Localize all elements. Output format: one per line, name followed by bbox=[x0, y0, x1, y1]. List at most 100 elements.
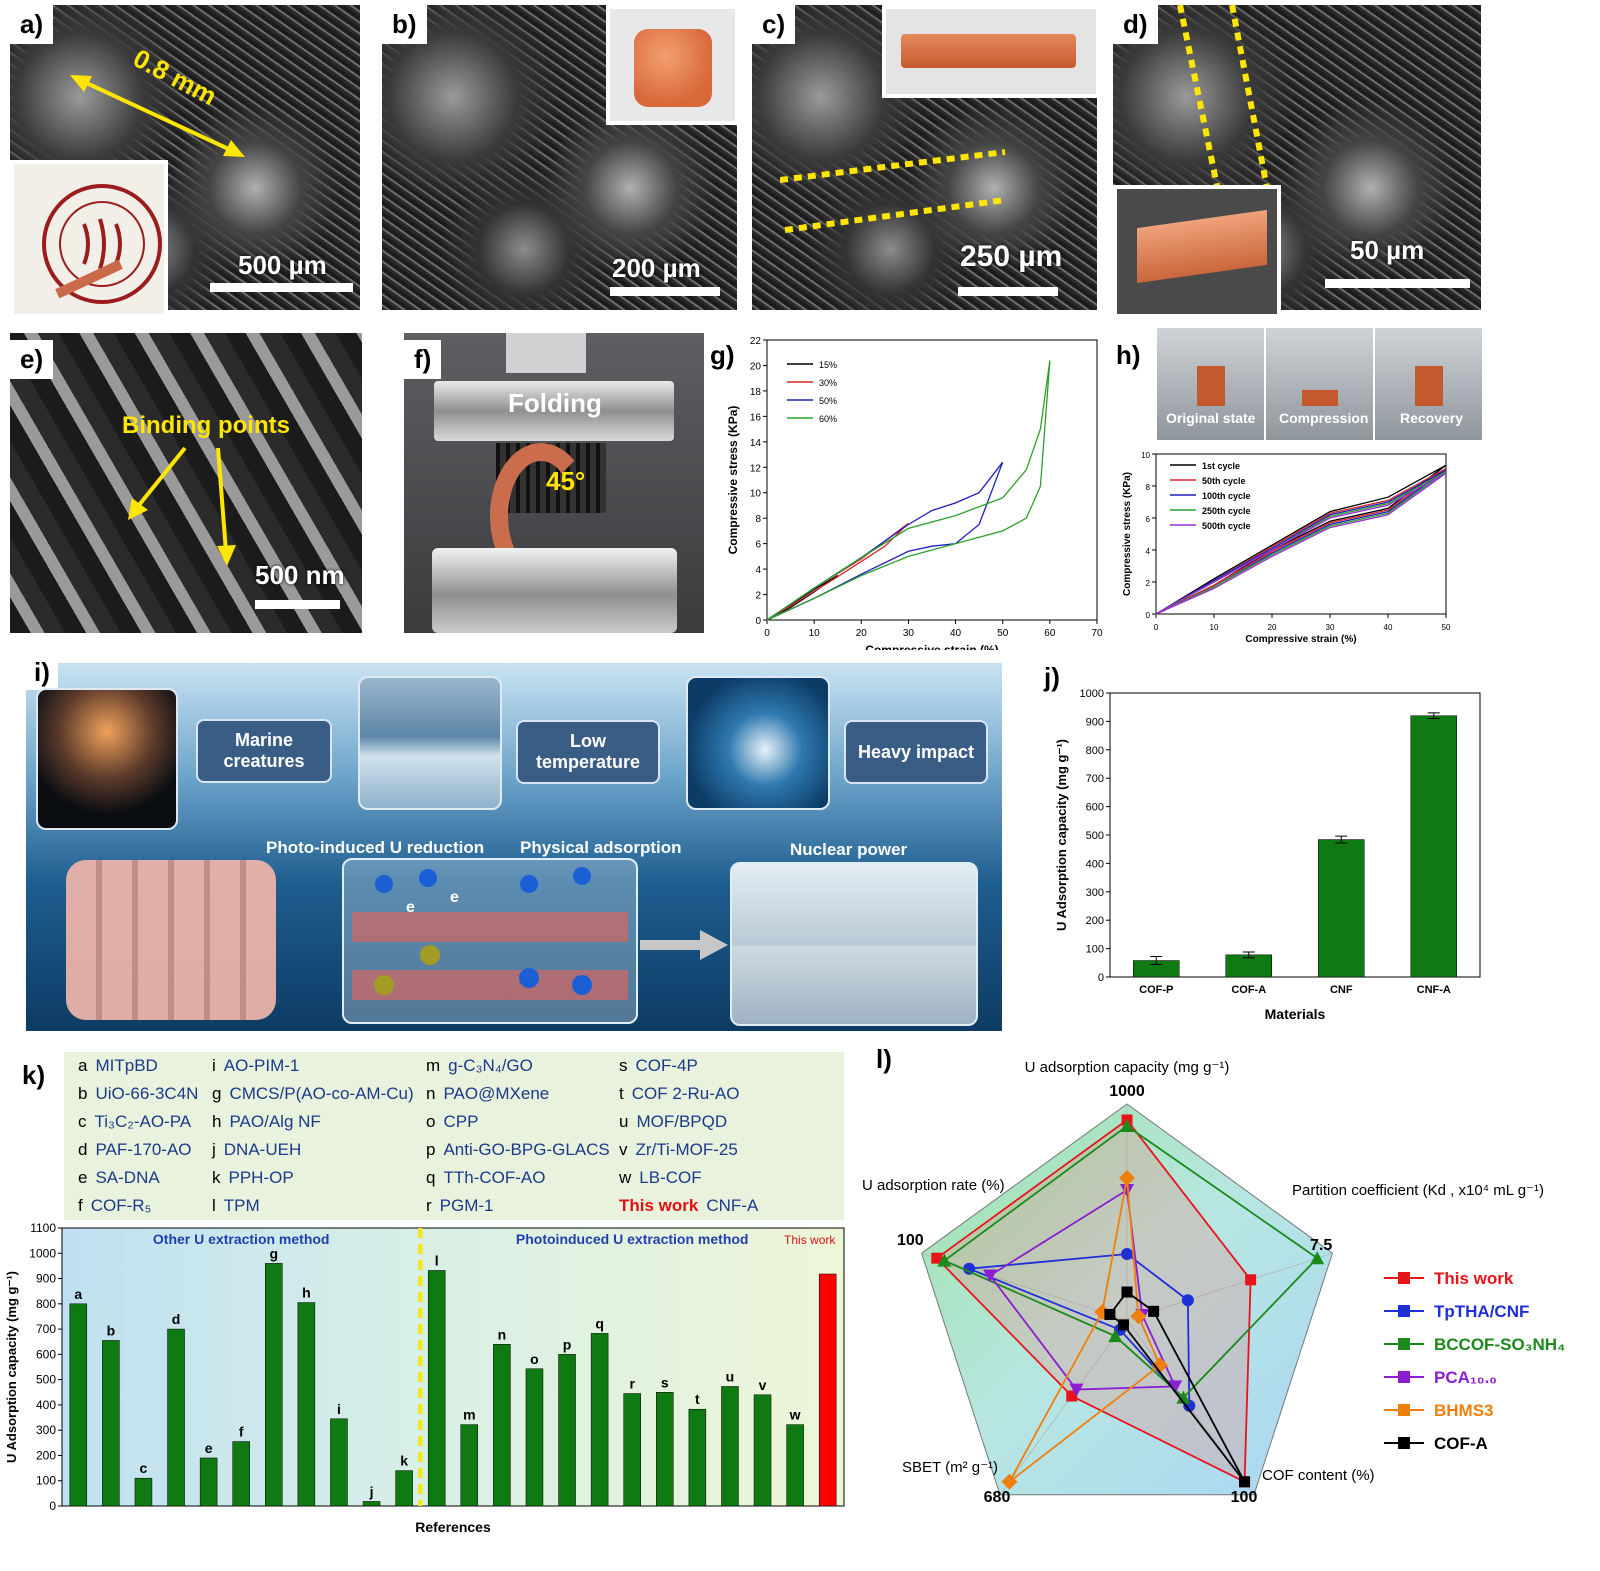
legend-label: BCCOF-SO₃NH₄ bbox=[1434, 1335, 1565, 1354]
y-tick-label: 10 bbox=[750, 489, 762, 500]
reference-legend: a MITpBD b UiO-66-3C4N c Ti₃C₂-AO-PA d PAF-170-… bbox=[64, 1052, 844, 1220]
x-tick-label: 40 bbox=[1384, 623, 1393, 632]
y-tick-label: 500 bbox=[1086, 830, 1104, 842]
bar-letter-label: d bbox=[172, 1311, 181, 1327]
panel-label-k: k) bbox=[18, 1060, 50, 1091]
x-axis-label: Materials bbox=[1265, 1006, 1326, 1022]
reference-legend-item: i AO-PIM-1 bbox=[212, 1056, 299, 1076]
y-tick-label: 100 bbox=[1086, 944, 1104, 956]
plot-frame bbox=[61, 1227, 845, 1507]
legend-marker bbox=[1398, 1404, 1410, 1416]
x-tick-label: 30 bbox=[1326, 623, 1335, 632]
legend-label: 30% bbox=[819, 378, 837, 388]
y-tick-label: 2 bbox=[755, 591, 761, 602]
reference-name: COF 2-Ru-AO bbox=[631, 1084, 740, 1103]
bar-letter-label: i bbox=[337, 1401, 341, 1417]
bar-letter-label: c bbox=[140, 1460, 148, 1476]
reference-name: COF-4P bbox=[635, 1056, 698, 1075]
bar-letter-label: t bbox=[695, 1391, 700, 1407]
reference-letter: c bbox=[78, 1112, 87, 1131]
panel-label-h: h) bbox=[1112, 340, 1145, 371]
legend-label: COF-A bbox=[1434, 1434, 1488, 1453]
caption-recovery: Recovery bbox=[1400, 410, 1464, 426]
scalebar-c bbox=[958, 287, 1058, 296]
caption-photo-reduction: Photo-induced U reduction bbox=[266, 838, 485, 857]
plot-frame bbox=[766, 339, 1098, 621]
bar-p bbox=[558, 1354, 576, 1507]
radar-marker bbox=[1117, 1319, 1129, 1331]
bar-a bbox=[69, 1303, 88, 1507]
honeycomb-aerogel-illustration bbox=[66, 860, 276, 1020]
legend-label: 50th cycle bbox=[1202, 476, 1246, 486]
university-logo-inset bbox=[10, 160, 168, 318]
reference-name: AO-PIM-1 bbox=[223, 1056, 300, 1075]
reference-name: TPM bbox=[223, 1196, 260, 1215]
bar-CNF-A bbox=[1410, 715, 1457, 978]
bar-letter-label: m bbox=[463, 1407, 475, 1423]
radar-marker bbox=[931, 1252, 943, 1264]
bar-h bbox=[297, 1302, 316, 1507]
reference-letter: u bbox=[619, 1112, 629, 1131]
scalebar-d bbox=[1325, 279, 1470, 288]
reference-letter: d bbox=[78, 1140, 88, 1159]
x-tick-label: 50 bbox=[997, 628, 1009, 639]
bar-r bbox=[623, 1393, 641, 1507]
scalebar-a bbox=[210, 283, 353, 292]
binding-arrows bbox=[128, 446, 236, 566]
reference-name: MOF/BPQD bbox=[636, 1112, 728, 1131]
panel-label-d: d) bbox=[1113, 5, 1158, 44]
reference-name: COF-R₅ bbox=[90, 1196, 152, 1215]
bar-m bbox=[460, 1424, 479, 1507]
y-tick-label: 1000 bbox=[29, 1246, 56, 1260]
y-tick-label: 14 bbox=[750, 438, 762, 449]
x-tick-label: CNF-A bbox=[1417, 984, 1451, 996]
reference-name: Zr/Ti-MOF-25 bbox=[635, 1140, 738, 1159]
bar-g bbox=[265, 1263, 283, 1507]
reference-name: UiO-66-3C4N bbox=[95, 1084, 199, 1103]
y-tick-label: 10 bbox=[1141, 451, 1150, 460]
y-tick-label: 4 bbox=[1146, 547, 1151, 556]
legend-label: 250th cycle bbox=[1202, 506, 1251, 516]
legend-label: 50% bbox=[819, 396, 837, 406]
bar-letter-label: a bbox=[74, 1286, 82, 1302]
radar-axis-max: 7.5 bbox=[1310, 1237, 1332, 1254]
reference-legend-item: a MITpBD bbox=[78, 1056, 158, 1076]
radar-marker bbox=[1168, 1380, 1183, 1394]
mechanism-box: e e bbox=[342, 858, 638, 1024]
reference-legend-item: l TPM bbox=[212, 1196, 260, 1216]
legend-label: 1st cycle bbox=[1202, 461, 1240, 471]
radar-marker bbox=[1148, 1305, 1160, 1317]
bar-o bbox=[525, 1368, 544, 1507]
reference-name: Anti-GO-BPG-GLACS bbox=[443, 1140, 610, 1159]
series-line-500th-cycle bbox=[1155, 472, 1447, 615]
x-tick-label: CNF bbox=[1330, 984, 1353, 996]
reference-name: SA-DNA bbox=[95, 1168, 160, 1187]
scalebar-e bbox=[255, 600, 340, 609]
radar-axis-label: COF content (%) bbox=[1262, 1467, 1375, 1484]
y-tick-label: 8 bbox=[1146, 483, 1151, 492]
process-arrow bbox=[640, 930, 728, 960]
reference-legend-item: f COF-R₅ bbox=[78, 1196, 151, 1216]
error-bar bbox=[1335, 835, 1348, 844]
series-line-60% bbox=[766, 360, 1051, 621]
caption-original-state: Original state bbox=[1166, 410, 1256, 426]
scalebar-label-d: 50 µm bbox=[1350, 235, 1425, 265]
panel-label-g: g) bbox=[706, 340, 739, 371]
radar-marker bbox=[1094, 1303, 1111, 1320]
reference-letter: l bbox=[212, 1196, 216, 1215]
bar-CNF bbox=[1318, 839, 1365, 978]
y-tick-label: 16 bbox=[750, 412, 762, 423]
radar-marker bbox=[1176, 1390, 1191, 1404]
y-tick-label: 8 bbox=[755, 514, 761, 525]
series-line-1st-cycle bbox=[1155, 464, 1447, 615]
error-bar bbox=[1150, 956, 1163, 966]
reference-name: PPH-OP bbox=[228, 1168, 294, 1187]
reference-legend-item: n PAO@MXene bbox=[426, 1084, 549, 1104]
legend-label: 500th cycle bbox=[1202, 521, 1251, 531]
y-tick-label: 300 bbox=[1086, 887, 1104, 899]
reference-name: PAO@MXene bbox=[443, 1084, 550, 1103]
reference-name: PAF-170-AO bbox=[95, 1140, 192, 1159]
x-axis-label: References bbox=[415, 1519, 491, 1535]
x-tick-label: COF-A bbox=[1231, 984, 1266, 996]
chart-j-adsorption-bars: 0 100 200 300 400 500 600 700 800 900 1000 COF-P COF… bbox=[1054, 688, 1481, 1022]
